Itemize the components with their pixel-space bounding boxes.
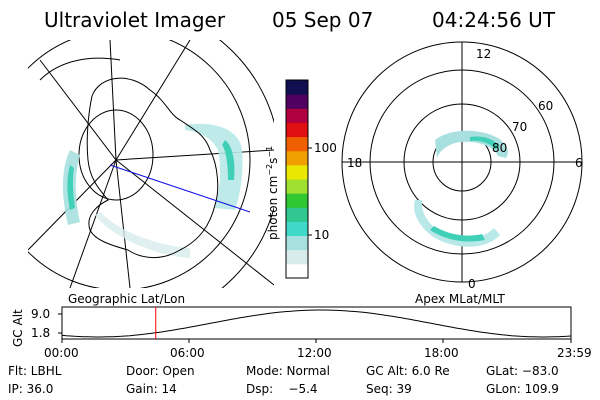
coastline	[39, 57, 121, 81]
mlt-label-midnight: 0	[468, 277, 476, 291]
altitude-tick-bottom: 1.8	[31, 326, 50, 340]
info-door: Door: Open	[126, 364, 195, 378]
info-filter: Flt: LBHL	[8, 364, 62, 378]
colorbar-segment	[286, 263, 308, 279]
meridian-line	[69, 159, 117, 288]
meridian-line	[115, 159, 274, 286]
info-ip: IP: 36.0	[8, 382, 54, 396]
time-label: 04:24:56 UT	[432, 8, 556, 32]
mlt-label-noon: 12	[476, 47, 491, 61]
time-tick-end: 23:59	[557, 346, 592, 360]
mlat-label-60: 60	[538, 99, 553, 113]
colorbar-tick-100: 100	[314, 141, 337, 155]
meridian-line	[39, 59, 117, 161]
colorbar-segment	[286, 164, 308, 180]
aurora-emission-right	[414, 130, 508, 247]
colorbar-segment	[286, 122, 308, 138]
colorbar-segment	[286, 80, 308, 95]
info-gain: Gain: 14	[126, 382, 177, 396]
date-label: 05 Sep 07	[272, 8, 374, 32]
aurora-emission-left	[63, 123, 243, 258]
colorbar-label: photon cm−2s−1	[265, 146, 280, 240]
colorbar-segment	[286, 193, 308, 208]
info-glon: GLon: 109.9	[486, 382, 559, 396]
info-gc-alt: GC Alt: 6.0 Re	[366, 364, 450, 378]
colorbar-segment	[286, 179, 308, 194]
altitude-tick-top: 9.0	[31, 307, 50, 321]
colorbar-segment	[286, 108, 308, 123]
left-panel-label: Geographic Lat/Lon	[68, 292, 185, 306]
colorbar-segment	[286, 150, 308, 166]
mlt-label-dawn: 6	[575, 156, 583, 170]
info-glat: GLat: −83.0	[486, 364, 559, 378]
colorbar-tick-10: 10	[314, 228, 329, 242]
time-tick-12: 12:00	[297, 346, 332, 360]
right-panel-label: Apex MLat/MLT	[415, 292, 505, 306]
meridian-line	[115, 149, 274, 161]
meridian-line	[115, 40, 191, 161]
altitude-curve	[61, 309, 572, 338]
instrument-title: Ultraviolet Imager	[44, 8, 226, 32]
time-tick-6: 06:00	[170, 346, 205, 360]
info-seq: Seq: 39	[366, 382, 412, 396]
colorbar-segment	[286, 221, 308, 237]
mlat-label-70: 70	[512, 120, 527, 134]
mlt-label-dusk: 18	[347, 156, 362, 170]
mlat-label-80: 80	[492, 141, 507, 155]
colorbar-segment	[286, 249, 308, 265]
colorbar-segment	[286, 136, 308, 152]
sun-direction-line	[109, 164, 251, 213]
lat-circle-mid	[28, 40, 251, 288]
meridian-line	[109, 40, 117, 161]
colorbar-segment	[286, 207, 308, 222]
info-dsp: Dsp: −5.4	[246, 382, 318, 396]
colorbar-segment	[286, 94, 308, 109]
meridian-line	[115, 159, 131, 288]
colorbar-segment	[286, 235, 308, 251]
altitude-axis-label: GC Alt	[11, 309, 25, 347]
time-tick-18: 18:00	[424, 346, 459, 360]
info-mode: Mode: Normal	[246, 364, 330, 378]
time-tick-0: 00:00	[44, 346, 79, 360]
coastline	[86, 77, 219, 258]
